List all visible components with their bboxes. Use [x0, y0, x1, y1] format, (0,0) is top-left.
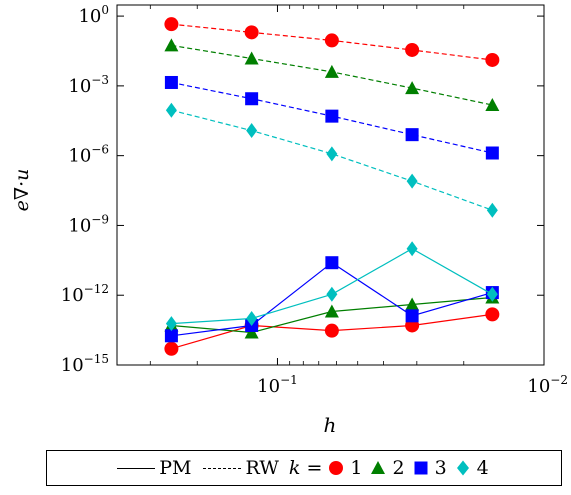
series-rw-k4 — [165, 102, 498, 218]
circle-marker — [324, 33, 339, 48]
diamond-marker — [486, 202, 498, 218]
legend-k3-label: 3 — [434, 457, 447, 479]
legend-k4-label: 4 — [476, 457, 489, 479]
square-marker — [164, 329, 178, 343]
series-rw-k2 — [164, 38, 500, 112]
series-pm-k4 — [165, 241, 498, 332]
legend-k-label: k = — [288, 457, 323, 479]
circle-marker — [164, 17, 179, 32]
circle-marker — [405, 42, 420, 57]
diamond-marker — [486, 286, 498, 302]
legend-diamond-marker — [456, 460, 469, 476]
diamond-marker — [326, 286, 338, 302]
circle-marker — [485, 307, 500, 322]
legend-triangle-marker — [371, 461, 386, 474]
triangle-marker — [324, 304, 339, 318]
diamond-marker — [326, 146, 338, 162]
square-marker — [245, 92, 259, 106]
legend: PM RW k = 1 2 3 4 — [46, 450, 562, 486]
legend-pm-label: PM — [159, 457, 192, 479]
circle-marker — [485, 52, 500, 67]
legend-circle-marker — [329, 461, 344, 475]
diamond-marker — [246, 310, 258, 326]
y-axis-label: e∇·u — [11, 169, 33, 212]
square-marker — [485, 146, 499, 160]
legend-k1-label: 1 — [350, 457, 363, 479]
series-rw-k1 — [164, 17, 500, 67]
y-tick-label: 100 — [78, 3, 109, 27]
triangle-marker — [164, 38, 179, 52]
legend-dashed-line — [203, 467, 242, 469]
y-tick-label: 10−15 — [61, 352, 109, 376]
y-tick-label: 10−12 — [61, 282, 109, 306]
series-rw-k3 — [164, 75, 499, 160]
triangle-marker — [405, 81, 420, 95]
triangle-marker — [485, 98, 500, 112]
legend-square-marker — [414, 461, 428, 475]
legend-entry-rw: RW — [203, 457, 279, 479]
legend-entry-pm: PM — [117, 457, 191, 479]
square-marker — [164, 75, 178, 89]
diamond-marker — [246, 123, 258, 139]
square-marker — [405, 128, 419, 142]
diamond-marker — [406, 173, 418, 189]
triangle-marker — [405, 297, 420, 311]
y-tick-label: 10−9 — [68, 212, 109, 236]
legend-k2-label: 2 — [392, 457, 405, 479]
x-tick-label: 10−1 — [257, 373, 298, 397]
circle-marker — [324, 323, 339, 338]
diamond-marker — [165, 316, 177, 332]
x-tick-label: 10−2 — [527, 373, 568, 397]
series-group — [164, 17, 500, 356]
diamond-marker — [406, 241, 418, 257]
diamond-marker — [165, 102, 177, 118]
chart: 10−1 10−2 100 10−3 10−6 10−9 10−12 10−15 h e∇·u — [11, 3, 568, 437]
triangle-marker — [244, 325, 259, 339]
circle-marker — [164, 341, 179, 356]
y-tick-label: 10−6 — [68, 143, 109, 167]
x-axis-label: h — [324, 413, 337, 437]
square-marker — [405, 309, 419, 323]
y-tick-label: 10−3 — [68, 73, 109, 97]
plot-frame — [116, 4, 545, 366]
triangle-marker — [324, 64, 339, 78]
circle-marker — [244, 25, 259, 40]
legend-rw-label: RW — [245, 457, 279, 479]
square-marker — [325, 256, 339, 270]
triangle-marker — [244, 51, 259, 65]
legend-solid-line — [117, 467, 156, 469]
square-marker — [325, 109, 339, 123]
